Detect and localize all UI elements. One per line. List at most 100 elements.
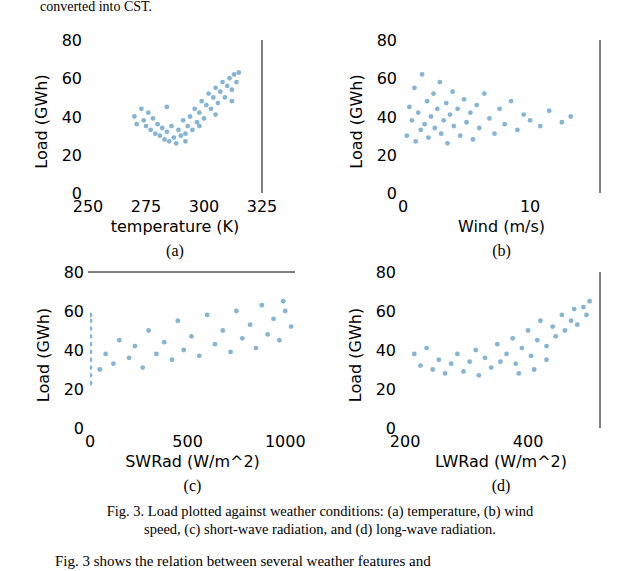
scatter-point	[418, 363, 423, 368]
scatter-point	[510, 336, 515, 341]
scatter-point	[170, 357, 175, 362]
scatter-point	[111, 361, 116, 366]
scatter-point	[559, 120, 564, 125]
y-tick-label: 0	[387, 184, 397, 203]
scatter-point	[175, 318, 180, 323]
scatter-point	[431, 91, 436, 96]
scatter-point	[183, 131, 188, 136]
scatter-point	[544, 357, 549, 362]
scatter-point	[559, 313, 564, 318]
scatter-point	[587, 299, 592, 304]
scatter-point	[436, 357, 441, 362]
scatter-point	[97, 367, 102, 372]
scatter-point	[544, 344, 549, 349]
scatter-point	[158, 133, 163, 138]
scatter-point	[467, 359, 472, 364]
points	[404, 72, 573, 146]
scatter-point	[117, 338, 122, 343]
y-tick-label: 80	[64, 263, 84, 282]
scatter-point	[162, 137, 167, 142]
scatter-point	[234, 309, 239, 314]
scatter-point	[535, 338, 540, 343]
scatter-point	[151, 116, 156, 121]
scatter-point	[90, 313, 92, 318]
scatter-point	[174, 141, 179, 146]
scatter-point	[178, 133, 183, 138]
x-tick-label: 0	[398, 197, 408, 216]
scatter-point	[575, 322, 580, 327]
scatter-point	[185, 124, 190, 129]
scatter-point	[146, 110, 151, 115]
scatter-point	[181, 348, 186, 353]
points	[412, 299, 592, 378]
scatter-point	[220, 80, 225, 85]
scatter-point	[211, 95, 216, 100]
scatter-point	[497, 106, 502, 111]
y-tick-label: 60	[62, 69, 82, 88]
y-axis-label: Load (GWh)	[32, 74, 51, 168]
scatter-point	[189, 334, 194, 339]
scatter-point	[155, 122, 160, 127]
scatter-point	[227, 76, 232, 81]
scatter-point	[259, 303, 264, 308]
scatter-point	[229, 99, 234, 104]
scatter-point	[439, 131, 444, 136]
scatter-point	[283, 309, 288, 314]
spine	[600, 40, 601, 193]
scatter-point	[443, 371, 448, 376]
scatter-point	[430, 367, 435, 372]
scatter-point	[236, 70, 241, 75]
scatter-point	[254, 346, 259, 351]
scatter-point	[90, 326, 92, 331]
scatter-point	[538, 124, 543, 129]
scatter-point	[162, 340, 167, 345]
scatter-point	[444, 101, 449, 106]
y-tick-label: 40	[64, 341, 84, 360]
scatter-point	[441, 118, 446, 123]
body-text: Fig. 3 shows the relation between severa…	[55, 553, 431, 569]
scatter-point	[220, 328, 225, 333]
scatter-point	[473, 348, 478, 353]
y-tick-label: 80	[377, 31, 397, 50]
scatter-point	[504, 352, 509, 357]
y-tick-label: 40	[377, 108, 397, 127]
scatter-point	[90, 334, 92, 339]
scatter-point	[468, 110, 473, 115]
scatter-point	[164, 105, 169, 110]
scatter-point	[418, 127, 423, 132]
scatter-point	[132, 114, 137, 119]
scatter-point	[197, 110, 202, 115]
scatter-point	[412, 352, 417, 357]
scatter-point	[521, 112, 526, 117]
scatter-point	[90, 342, 92, 347]
scatter-point	[572, 307, 577, 312]
x-axis-label: temperature (K)	[111, 217, 240, 236]
scatter-point	[248, 322, 253, 327]
y-tick-label: 0	[74, 419, 84, 438]
y-tick-label: 80	[62, 31, 82, 50]
scatter-point	[538, 318, 543, 323]
scatter-point	[90, 318, 92, 323]
scatter-point	[569, 318, 574, 323]
scatter-point	[509, 99, 514, 104]
spine	[88, 272, 295, 273]
scatter-point	[265, 332, 270, 337]
scatter-point	[432, 126, 437, 131]
scatter-point	[477, 126, 482, 131]
y-tick-label: 20	[377, 146, 397, 165]
scatter-point	[90, 365, 92, 370]
panel: 250275300325020406080temperature (K)Load…	[32, 31, 277, 260]
scatter-point	[281, 299, 286, 304]
scatter-point	[277, 338, 282, 343]
scatter-point	[153, 131, 158, 136]
scatter-point	[218, 89, 223, 94]
scatter-point	[526, 328, 531, 333]
scatter-point	[476, 373, 481, 378]
scatter-point	[240, 336, 245, 341]
scatter-point	[581, 305, 586, 310]
y-tick-label: 20	[64, 380, 84, 399]
scatter-point	[234, 80, 239, 85]
scatter-point	[462, 97, 467, 102]
figure: converted into CST.Fig. 3. Load plotted …	[0, 0, 640, 571]
scatter-point	[176, 127, 181, 132]
